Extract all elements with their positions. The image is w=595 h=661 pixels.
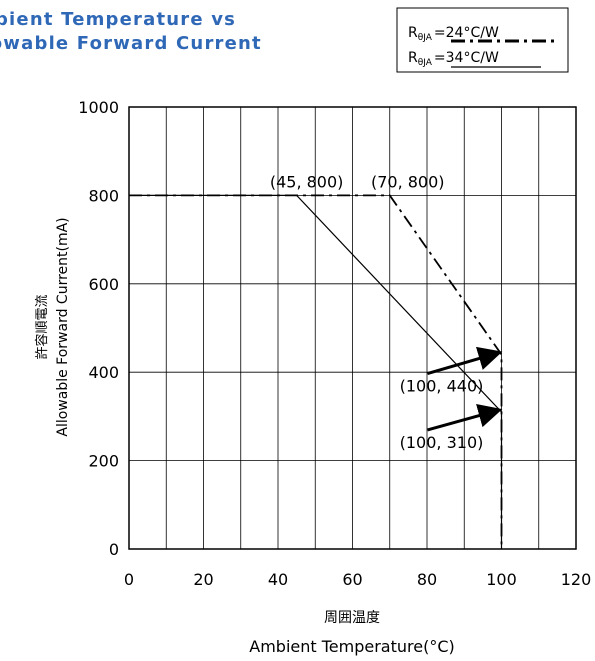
axes: 0 20 40 60 80 100 120 0 200 400 600 800 1000 [78,98,591,589]
y-tick-label-0: 0 [109,540,119,559]
y-axis-label-en: Allowable Forward Current(mA) [55,217,71,436]
annotations: (45, 800) (70, 800) (100, 440) (100, 310) [270,172,503,452]
legend-entry-2-symbol: R [408,50,418,66]
x-axis-label-jp: 周囲温度 [324,610,380,626]
series-line-2 [129,194,503,549]
legend-entry-2: RθJA =34°C/W [408,50,499,68]
x-tick-label-120: 120 [561,570,592,589]
y-tick-label-600: 600 [88,275,119,294]
legend-entry-1-text: =24°C/W [434,25,499,41]
annotation-arrow-3 [427,346,503,375]
annotation-arrow-4 [427,404,503,432]
chart-title-line-2: llowable Forward Current [0,33,262,54]
x-axis-label-en: Ambient Temperature(°C) [249,637,454,656]
legend-entry-2-text: =34°C/W [434,50,499,66]
legend-entry-2-subscript: θJA [418,58,433,68]
series-lines [129,194,503,549]
x-tick-label-60: 60 [342,570,362,589]
grid [129,107,576,549]
axis-labels: 許容順電流 Allowable Forward Current(mA) 周囲温度… [34,217,455,656]
legend: RθJA =24°C/W RθJA =34°C/W [396,7,569,73]
chart-title-line-1: mbient Temperature vs [0,9,237,30]
legend-entry-1: RθJA =24°C/W [408,25,499,43]
annotation-label-2: (70, 800) [371,172,445,191]
legend-entry-1-subscript: θJA [418,33,433,43]
legend-entry-1-symbol: R [408,25,418,41]
annotation-label-1: (45, 800) [270,172,344,191]
x-tick-label-20: 20 [193,570,213,589]
annotation-label-3: (100, 440) [400,377,484,396]
y-tick-label-800: 800 [88,186,119,205]
x-tick-label-80: 80 [417,570,437,589]
y-tick-label-200: 200 [88,452,119,471]
x-tick-label-0: 0 [124,570,134,589]
y-tick-label-1000: 1000 [78,98,119,117]
x-tick-label-100: 100 [486,570,517,589]
y-axis-label-jp: 許容順電流 [34,294,50,359]
plot-frame [128,106,577,550]
chart-title: mbient Temperature vs llowable Forward C… [0,8,262,56]
x-tick-label-40: 40 [268,570,288,589]
annotation-label-4: (100, 310) [400,433,484,452]
y-tick-label-400: 400 [88,363,119,382]
